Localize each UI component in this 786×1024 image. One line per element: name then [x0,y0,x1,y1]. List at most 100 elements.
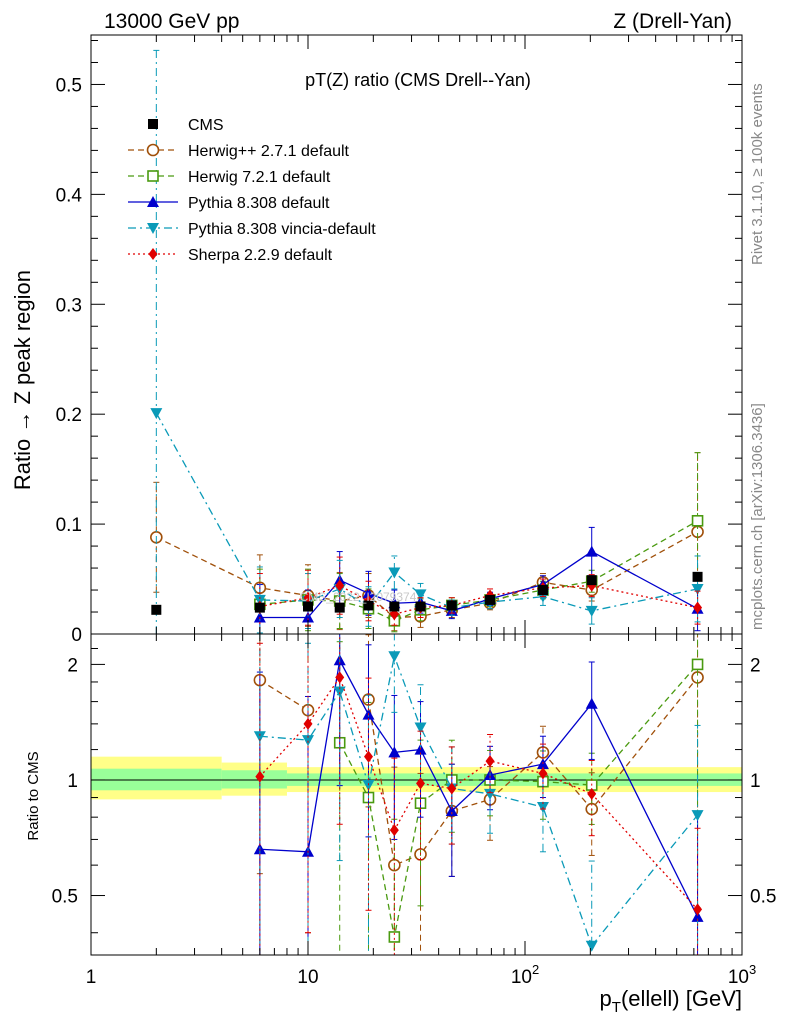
point-main-4-11 [691,583,704,595]
point-ratio-5-10 [587,787,597,800]
ratio-panel-series [253,634,704,955]
point-main-0-6 [415,601,426,612]
point-main-0-7 [446,600,457,611]
legend-label-4: Pythia 8.308 vincia-default [188,221,376,238]
ratio-y-tick-label-left-2: 2 [67,655,78,676]
point-ratio-5-9 [538,767,548,780]
point-ratio-5-8 [485,755,495,768]
point-ratio-5-2 [303,717,313,730]
x-axis-label-rest: (ellell) [GeV] [621,986,742,1011]
point-main-4-0 [150,408,163,420]
header-left: 13000 GeV pp [104,10,239,33]
legend-label-0: CMS [188,117,224,134]
legend-marker-2 [147,170,159,182]
point-ratio-4-2 [302,735,314,747]
series-main-0 [151,571,703,615]
point-main-4-1 [253,594,266,606]
point-main-0-0 [151,604,162,615]
series-line-ratio-4 [259,653,699,948]
series-line-main-4 [155,412,698,612]
point-main-5-2 [303,591,313,604]
main-y-tick-label-0: 0 [71,625,82,646]
legend-label-3: Pythia 8.308 default [188,195,330,212]
legend-item-3: Pythia 8.308 default [128,195,330,212]
main-y-tick-label-5: 0.5 [56,75,82,96]
point-ratio-3-11 [691,910,704,922]
legend-label-1: Herwig++ 2.7.1 default [188,143,350,160]
legend-item-0: CMS [148,117,224,134]
main-y-tick-label-2: 0.2 [56,405,82,426]
point-ratio-4-1 [253,731,266,743]
point-ratio-3-7 [445,805,458,817]
point-main-2-11 [691,514,704,527]
ratio-panel-frame [90,633,743,956]
point-ratio-5-11 [693,903,703,916]
point-ratio-3-5 [388,746,401,758]
point-main-0-10 [586,575,597,586]
point-ratio-3-10 [585,697,598,709]
point-ratio-4-4 [362,780,375,792]
point-main-0-2 [303,601,313,612]
legend-marker-4 [147,223,159,234]
legend-marker-1 [146,143,160,157]
series-main-2 [254,452,704,634]
chart-title-text: pT(Z) ratio (CMS Drell--Yan) [305,70,531,90]
x-tick-label-2: 102 [511,962,539,988]
x-tick-label-exponent: 2 [532,962,539,977]
ratio-y-tick-label-right-2: 2 [750,655,761,676]
x-tick-label-0: 1 [86,967,97,988]
point-ratio-4-5 [388,651,401,663]
x-tick-label-1: 10 [297,967,318,988]
point-main-5-3 [335,579,345,592]
series-main-4 [150,49,704,634]
legend-marker-0 [148,119,158,129]
x-axis-label-subscript: T [612,999,621,1016]
point-ratio-5-5 [389,824,399,837]
rivet-text: Rivet 3.1.10, ≥ 100k events [749,83,766,265]
ratio-y-tick-label-left-1: 1 [67,771,78,792]
point-main-4-5 [388,567,401,579]
ratio-y-tick-label-right-0: 0.5 [750,887,776,908]
point-ratio-2-11 [691,658,704,671]
legend-item-5: Sherpa 2.2.9 default [128,247,333,264]
main-y-tick-label-4: 0.4 [56,185,83,206]
point-ratio-4-8 [484,788,497,800]
point-main-4-10 [585,605,598,617]
point-ratio-4-11 [691,810,704,822]
header-right: Z (Drell-Yan) [613,10,732,33]
point-main-0-1 [254,602,265,613]
point-main-0-3 [334,602,345,613]
series-line-main-3 [259,550,698,619]
legend-item-4: Pythia 8.308 vincia-default [128,221,376,238]
point-ratio-5-6 [416,777,426,790]
point-main-0-4 [363,600,374,611]
x-axis-label: pT(ellell) [GeV] [600,986,742,1016]
main-y-tick-label-3: 0.3 [56,295,82,316]
legend-label-2: Herwig 7.2.1 default [188,169,331,186]
series-line-ratio-5 [259,675,699,910]
point-ratio-4-10 [585,940,598,952]
series-line-main-1 [156,531,698,619]
point-ratio-5-3 [335,671,345,684]
point-ratio-5-1 [255,770,265,783]
series-ratio-4 [253,634,704,955]
series-main-3 [253,526,704,634]
point-ratio-2-5 [388,931,401,943]
legend-marker-5 [148,248,158,260]
point-ratio-4-3 [333,686,346,698]
point-main-0-5 [389,601,400,612]
x-tick-label-exponent: 3 [749,962,756,977]
chart-title: pT(Z) ratio (CMS Drell--Yan) [305,70,531,90]
series-ratio-5 [255,634,703,955]
point-main-0-8 [485,594,496,605]
ratio-y-axis-label: Ratio to CMS [25,751,42,840]
point-main-4-6 [414,589,427,601]
legend-label-5: Sherpa 2.2.9 default [188,247,333,264]
ratio-y-tick-label-left-0: 0.5 [52,887,78,908]
point-main-3-10 [585,545,598,557]
point-ratio-5-4 [363,750,373,763]
series-line-ratio-2 [339,663,699,938]
point-main-3-4 [362,587,375,599]
x-tick-label-3: 103 [728,962,756,988]
